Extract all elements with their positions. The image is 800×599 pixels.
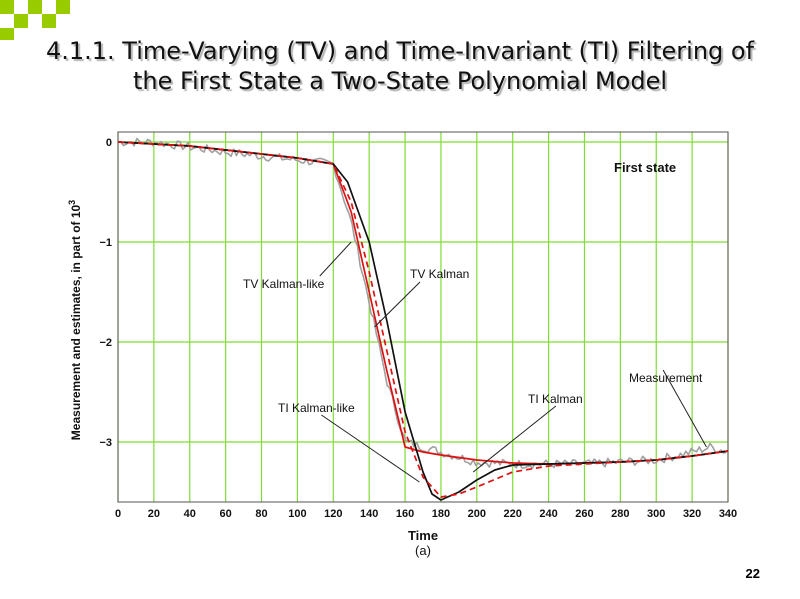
plot-frame	[117, 131, 729, 503]
chart-y-axis-label-text: Measurement and estimates, in part of 10	[69, 204, 83, 440]
deco-square	[14, 14, 28, 28]
slide-corner-decoration	[0, 0, 70, 40]
series-line-measurement	[117, 137, 727, 470]
x-tick-label: 240	[539, 508, 557, 520]
x-tick-label: 300	[647, 508, 665, 520]
chart-y-axis-label-exponent: 3	[67, 200, 77, 205]
x-tick-label: 220	[504, 508, 522, 520]
x-tick-label: 320	[683, 508, 701, 520]
x-tick-label: 0	[115, 508, 121, 520]
x-tick-label: 80	[255, 508, 267, 520]
chart-x-axis-label: Time	[408, 528, 438, 543]
annotation-label: TV Kalman-like	[243, 277, 325, 291]
annotation-label: TI Kalman	[528, 392, 583, 406]
x-tick-label: 340	[719, 508, 737, 520]
x-tick-label: 260	[575, 508, 593, 520]
y-tick-label: −2	[99, 337, 112, 349]
x-tick-label: 200	[468, 508, 486, 520]
x-tick-label: 180	[432, 508, 450, 520]
x-tick-label: 280	[611, 508, 629, 520]
x-tick-label: 60	[220, 508, 232, 520]
chart-tick-labels: 0 20 40 60 80 100 120 140 160 180 200 220 240 260 280 3…	[99, 137, 737, 520]
series-line-tv-kalman	[117, 141, 729, 501]
x-tick-label: 20	[148, 508, 160, 520]
page-number: 22	[745, 566, 760, 581]
chart-x-axis-sublabel: (a)	[415, 543, 431, 558]
annotation-leader-line	[321, 414, 420, 483]
deco-square	[0, 28, 14, 40]
deco-square	[0, 0, 14, 14]
annotation-label: TI Kalman-like	[278, 401, 355, 415]
slide-title-line-2: the First State a Two-State Polynomial M…	[132, 67, 668, 95]
annotation-leader-line	[662, 369, 707, 448]
slide-title: 4.1.1. Time-Varying (TV) and Time-Invari…	[0, 36, 800, 96]
annotation-leader-line	[472, 405, 557, 473]
annotation-leader-line	[319, 241, 352, 277]
x-tick-label: 120	[324, 508, 342, 520]
x-tick-label: 160	[396, 508, 414, 520]
series-line-tv-kalman-like	[117, 141, 729, 465]
slide-title-line-1: 4.1.1. Time-Varying (TV) and Time-Invari…	[45, 37, 755, 65]
x-tick-label: 140	[360, 508, 378, 520]
y-tick-label: −1	[99, 237, 112, 249]
annotation-label: Measurement	[629, 371, 703, 385]
deco-square	[56, 0, 70, 14]
chart-y-axis-label: Measurement and estimates, in part of 10…	[67, 200, 83, 440]
y-tick-label: 0	[106, 137, 112, 149]
chart-series	[117, 137, 729, 501]
chart-annotations: TV Kalman-like TV Kalman TI Kalman-like TI …	[243, 241, 707, 483]
deco-square	[42, 14, 56, 28]
annotation-leader-line	[374, 281, 421, 328]
y-tick-label: −3	[99, 437, 112, 449]
x-tick-label: 100	[288, 508, 306, 520]
chart-panel-label: First state	[614, 160, 676, 175]
annotation-label: TV Kalman	[410, 267, 469, 281]
series-line-ti-kalman-like	[117, 141, 729, 498]
chart-grid	[117, 132, 729, 502]
chart-axes	[117, 131, 729, 503]
deco-square	[28, 0, 42, 14]
x-tick-label: 40	[184, 508, 196, 520]
